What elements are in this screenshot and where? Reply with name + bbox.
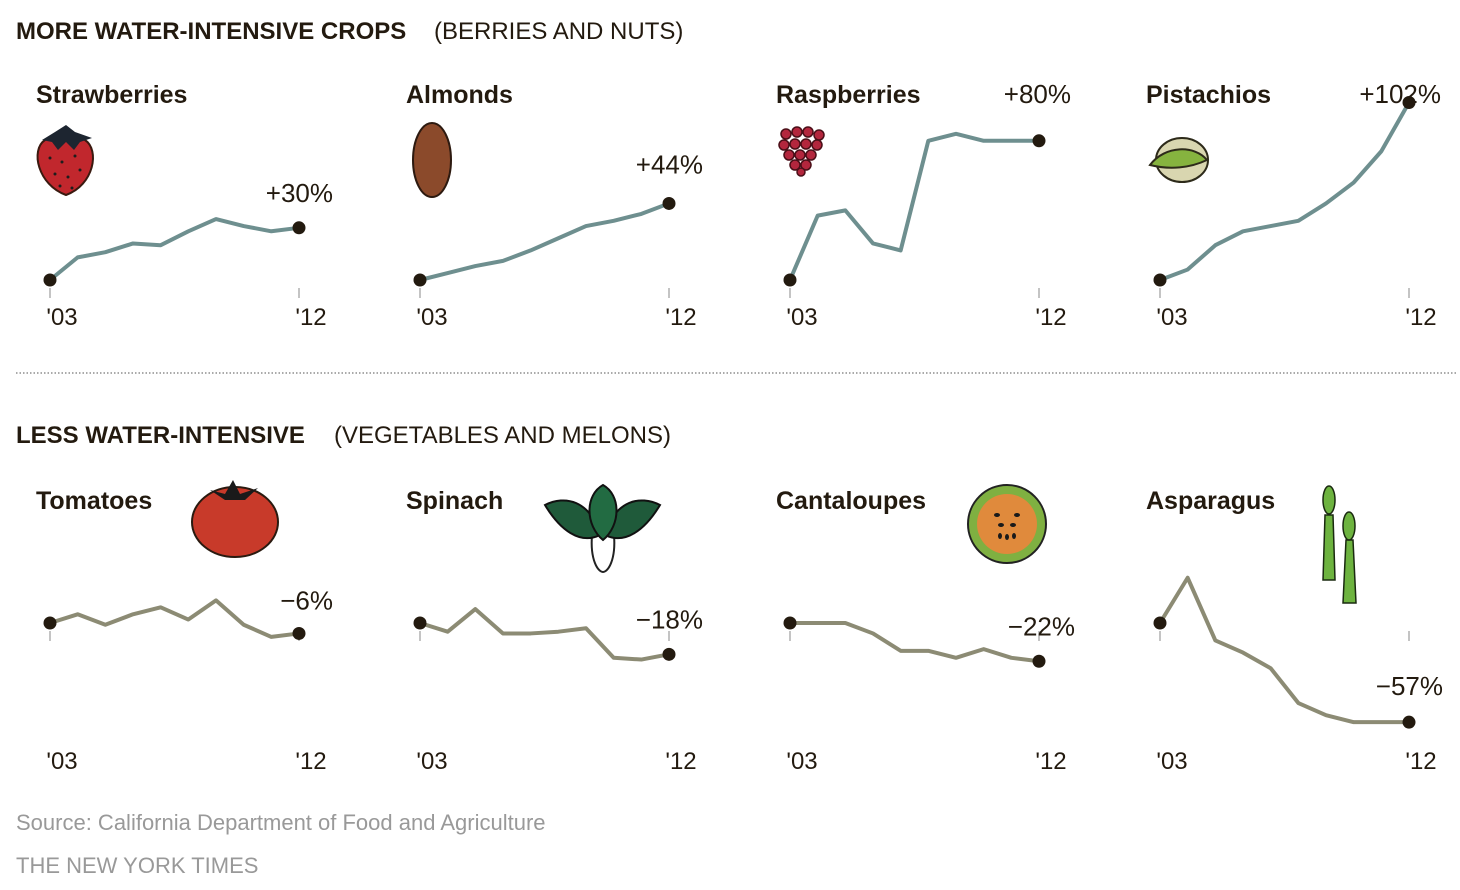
- end-point: [292, 221, 306, 235]
- start-point: [783, 273, 797, 287]
- series-line: [1158, 575, 1409, 725]
- panel-asparagus: Asparagus '03 '12 −57%: [1146, 487, 1443, 775]
- end-value-label: +80%: [1004, 79, 1071, 109]
- panel-pistachios: Pistachios '03 '12 +102%: [1146, 79, 1441, 331]
- x-tick-label: '12: [1405, 304, 1436, 331]
- raspberry-icon: [778, 126, 825, 177]
- panel-title: Raspberries: [776, 81, 921, 109]
- asparagus-icon: [1322, 485, 1357, 604]
- panel-spinach: Spinach '03 '12 −18%: [406, 487, 703, 775]
- x-tick-label: '03: [786, 304, 817, 331]
- x-tick-label: '03: [416, 304, 447, 331]
- section-title-more: MORE WATER-INTENSIVE CROPS: [16, 18, 406, 45]
- start-point: [1153, 273, 1167, 287]
- start-point: [1153, 616, 1167, 630]
- pistachio-icon: [1148, 137, 1209, 183]
- x-tick-label: '03: [1156, 304, 1187, 331]
- end-point: [292, 626, 306, 640]
- panel-almonds: Almonds '03 '12 +44%: [406, 81, 703, 331]
- end-value-label: +30%: [266, 178, 333, 208]
- start-point: [413, 616, 427, 630]
- series-line: [1159, 101, 1411, 282]
- x-tick-label: '12: [295, 748, 326, 775]
- series-line: [788, 131, 1039, 281]
- end-point: [1032, 654, 1046, 668]
- end-value-label: +102%: [1359, 79, 1441, 109]
- start-point: [43, 273, 57, 287]
- strawberry-icon: [36, 125, 94, 197]
- panel-title: Cantaloupes: [776, 487, 926, 515]
- panel-tomatoes: Tomatoes '03 '12 −6%: [36, 487, 333, 775]
- end-value-label: −6%: [280, 585, 333, 615]
- source-note: Source: California Department of Food an…: [16, 810, 546, 835]
- x-tick-label: '12: [1035, 304, 1066, 331]
- panel-title: Pistachios: [1146, 81, 1271, 109]
- panel-title: Tomatoes: [36, 487, 152, 515]
- start-point: [783, 616, 797, 630]
- x-tick-label: '03: [46, 304, 77, 331]
- x-tick-label: '03: [786, 748, 817, 775]
- credit: THE NEW YORK TIMES: [16, 853, 258, 878]
- panel-cantaloupes: Cantaloupes '03 '12 −22%: [776, 487, 1075, 775]
- panel-title: Strawberries: [36, 81, 187, 109]
- end-point: [662, 196, 676, 210]
- series-line: [790, 621, 1040, 664]
- x-tick-label: '12: [295, 304, 326, 331]
- end-point: [1032, 134, 1046, 148]
- panel-strawberries: Strawberries '03 '12 +30%: [36, 81, 333, 331]
- series-line: [49, 598, 300, 639]
- cantaloupe-icon: [967, 484, 1047, 564]
- series-line: [419, 607, 670, 662]
- x-tick-label: '12: [665, 304, 696, 331]
- section-subtitle-more: (BERRIES AND NUTS): [434, 18, 683, 45]
- tomato-icon: [191, 480, 279, 558]
- x-tick-label: '12: [665, 748, 696, 775]
- panel-title: Spinach: [406, 487, 503, 515]
- end-value-label: −57%: [1376, 671, 1443, 701]
- section-title-less: LESS WATER-INTENSIVE: [16, 422, 305, 449]
- almond-icon: [412, 122, 452, 198]
- end-value-label: +44%: [636, 149, 703, 179]
- end-value-label: −22%: [1008, 611, 1075, 641]
- x-tick-label: '03: [416, 748, 447, 775]
- series-line: [48, 217, 300, 282]
- end-value-label: −18%: [636, 604, 703, 634]
- end-point: [662, 647, 676, 661]
- section-subtitle-less: (VEGETABLES AND MELONS): [334, 422, 671, 449]
- x-tick-label: '12: [1405, 748, 1436, 775]
- series-line: [419, 201, 670, 282]
- panel-raspberries: Raspberries '03 '12 +80%: [776, 79, 1071, 331]
- start-point: [43, 616, 57, 630]
- panel-title: Asparagus: [1146, 487, 1275, 515]
- x-tick-label: '03: [46, 748, 77, 775]
- panel-title: Almonds: [406, 81, 513, 109]
- start-point: [413, 273, 427, 287]
- end-point: [1402, 96, 1416, 110]
- x-tick-label: '12: [1035, 748, 1066, 775]
- x-tick-label: '03: [1156, 748, 1187, 775]
- end-point: [1402, 715, 1416, 729]
- spinach-icon: [543, 483, 662, 574]
